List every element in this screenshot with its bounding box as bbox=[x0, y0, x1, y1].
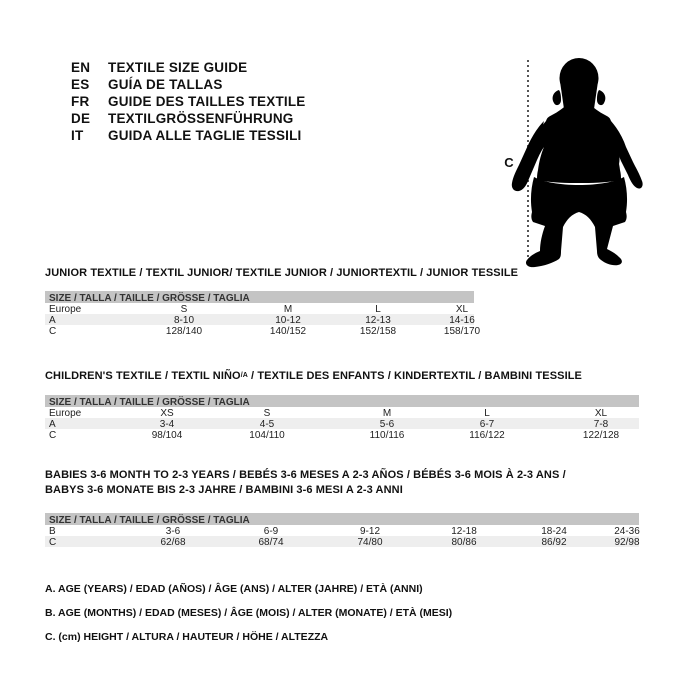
svg-text:C: C bbox=[504, 155, 514, 170]
